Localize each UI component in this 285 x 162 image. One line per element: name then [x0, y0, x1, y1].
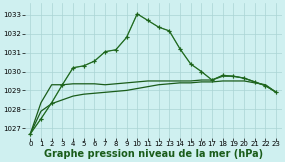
X-axis label: Graphe pression niveau de la mer (hPa): Graphe pression niveau de la mer (hPa) [44, 149, 263, 159]
